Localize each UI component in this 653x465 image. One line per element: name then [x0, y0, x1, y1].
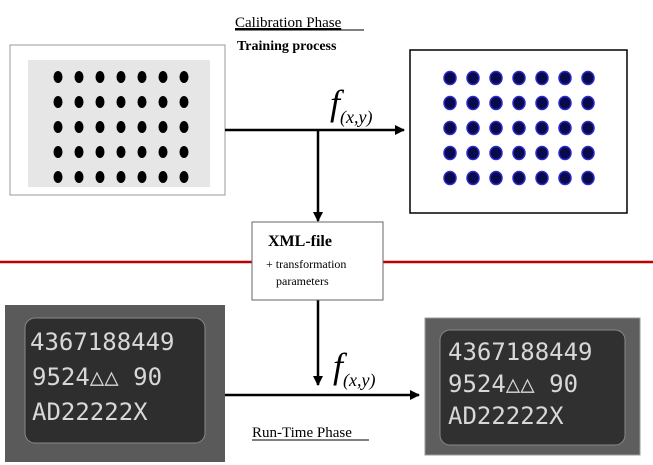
- dot: [444, 172, 456, 185]
- dot: [559, 97, 571, 110]
- dot: [75, 71, 84, 83]
- chip-text: AD22222X: [32, 398, 148, 426]
- dot: [513, 72, 525, 85]
- dot: [536, 172, 548, 185]
- dot: [96, 96, 105, 108]
- dot: [444, 122, 456, 135]
- function-subscript: (x,y): [340, 107, 372, 128]
- dot: [138, 96, 147, 108]
- chip-text: AD22222X: [448, 402, 564, 430]
- dot: [559, 72, 571, 85]
- function-subscript: (x,y): [343, 370, 375, 391]
- dot: [513, 147, 525, 160]
- dot: [138, 146, 147, 158]
- dot: [138, 71, 147, 83]
- dot: [444, 147, 456, 160]
- dot: [536, 97, 548, 110]
- dot: [490, 172, 502, 185]
- dot: [490, 147, 502, 160]
- dot: [467, 72, 479, 85]
- dot: [559, 172, 571, 185]
- dot: [75, 146, 84, 158]
- dot: [536, 147, 548, 160]
- dot: [444, 97, 456, 110]
- dot: [490, 97, 502, 110]
- dot: [96, 171, 105, 183]
- dot: [117, 171, 126, 183]
- dot: [117, 96, 126, 108]
- dot: [117, 121, 126, 133]
- dot: [159, 146, 168, 158]
- dot: [54, 171, 63, 183]
- dot: [467, 97, 479, 110]
- dot: [582, 122, 594, 135]
- dot: [467, 147, 479, 160]
- dot: [54, 96, 63, 108]
- dot: [559, 147, 571, 160]
- diagram: Calibration Phase Training process f(x,y…: [0, 0, 653, 465]
- dot: [582, 97, 594, 110]
- chip-text: 4367188449: [448, 338, 593, 366]
- calibration-title: Calibration Phase: [235, 15, 342, 31]
- chip-text: 9524△△ 90: [448, 370, 578, 398]
- dot: [138, 121, 147, 133]
- dot: [75, 171, 84, 183]
- dot: [54, 121, 63, 133]
- chip-text: 9524△△ 90: [32, 363, 162, 391]
- dot: [159, 71, 168, 83]
- runtime-title: Run-Time Phase: [252, 425, 352, 441]
- dot: [117, 146, 126, 158]
- dot: [180, 96, 189, 108]
- dot: [180, 71, 189, 83]
- function-label: f(x,y): [333, 346, 375, 391]
- dot: [138, 171, 147, 183]
- dot: [513, 172, 525, 185]
- xml-line: parameters: [276, 274, 329, 288]
- dot: [96, 146, 105, 158]
- dot: [159, 171, 168, 183]
- dot: [96, 121, 105, 133]
- dot: [75, 121, 84, 133]
- dot: [54, 146, 63, 158]
- xml-title: XML-file: [268, 233, 332, 250]
- dot: [559, 122, 571, 135]
- dot: [490, 122, 502, 135]
- dot: [180, 171, 189, 183]
- dot: [467, 172, 479, 185]
- dot: [513, 97, 525, 110]
- dot: [536, 122, 548, 135]
- dot: [467, 122, 479, 135]
- dot: [159, 121, 168, 133]
- dot: [180, 146, 189, 158]
- dot: [536, 72, 548, 85]
- function-label: f(x,y): [330, 83, 372, 128]
- dot: [582, 147, 594, 160]
- xml-line: + transformation: [266, 257, 346, 271]
- dot: [444, 72, 456, 85]
- dot: [96, 71, 105, 83]
- dot: [582, 172, 594, 185]
- dot: [490, 72, 502, 85]
- dot: [75, 96, 84, 108]
- chip-text: 4367188449: [30, 328, 175, 356]
- dot: [180, 121, 189, 133]
- dot: [513, 122, 525, 135]
- dot: [582, 72, 594, 85]
- dot: [159, 96, 168, 108]
- dot: [117, 71, 126, 83]
- dot: [54, 71, 63, 83]
- training-subtitle: Training process: [237, 39, 337, 54]
